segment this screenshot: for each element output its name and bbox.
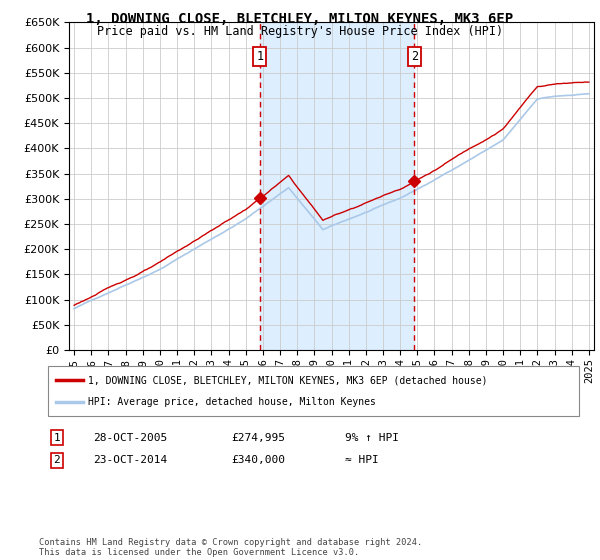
Text: £340,000: £340,000 <box>231 455 285 465</box>
Text: Contains HM Land Registry data © Crown copyright and database right 2024.
This d: Contains HM Land Registry data © Crown c… <box>39 538 422 557</box>
Text: HPI: Average price, detached house, Milton Keynes: HPI: Average price, detached house, Milt… <box>88 396 376 407</box>
FancyBboxPatch shape <box>48 366 579 416</box>
Text: 1: 1 <box>53 433 61 443</box>
Text: 2: 2 <box>411 50 418 63</box>
Text: Price paid vs. HM Land Registry's House Price Index (HPI): Price paid vs. HM Land Registry's House … <box>97 25 503 38</box>
Bar <box>260 22 415 350</box>
Text: £274,995: £274,995 <box>231 433 285 443</box>
Text: 2: 2 <box>53 455 61 465</box>
Text: 9% ↑ HPI: 9% ↑ HPI <box>345 433 399 443</box>
Text: 1, DOWNING CLOSE, BLETCHLEY, MILTON KEYNES, MK3 6EP: 1, DOWNING CLOSE, BLETCHLEY, MILTON KEYN… <box>86 12 514 26</box>
Text: 23-OCT-2014: 23-OCT-2014 <box>93 455 167 465</box>
Text: 1: 1 <box>256 50 263 63</box>
Text: 28-OCT-2005: 28-OCT-2005 <box>93 433 167 443</box>
Text: ≈ HPI: ≈ HPI <box>345 455 379 465</box>
Text: 1, DOWNING CLOSE, BLETCHLEY, MILTON KEYNES, MK3 6EP (detached house): 1, DOWNING CLOSE, BLETCHLEY, MILTON KEYN… <box>88 375 487 385</box>
